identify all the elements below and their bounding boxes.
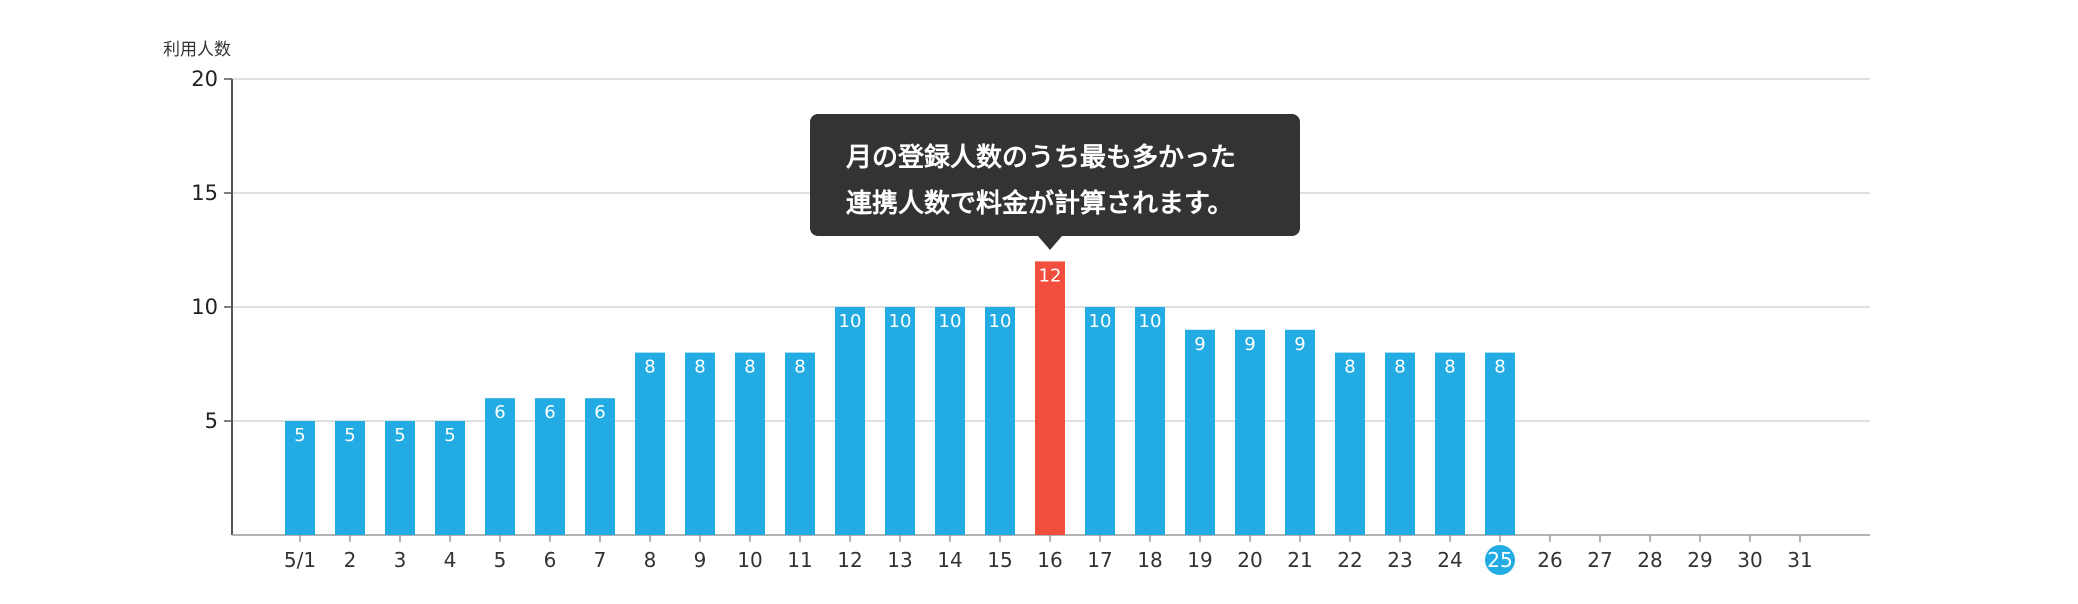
bar: [1385, 352, 1415, 535]
bars-layer: 5 5 5 5 6 6 6 8 8 8 8 10 10 10 10 12 10 10 9 9 9 8 8 8 8: [285, 261, 1515, 535]
x-tick-label: 2: [344, 548, 357, 572]
bar-value-label: 8: [1444, 357, 1455, 378]
bar: [435, 421, 465, 535]
bar-value-label: 10: [989, 311, 1012, 332]
bar: [285, 421, 315, 535]
bar-value-label: 5: [294, 425, 305, 446]
bar-value-label: 10: [1139, 311, 1162, 332]
x-tick-label: 22: [1337, 548, 1362, 572]
bar-value-label: 10: [939, 311, 962, 332]
bar: [785, 352, 815, 535]
x-tick-label: 27: [1587, 548, 1612, 572]
x-tick-label: 16: [1037, 548, 1062, 572]
x-tick-label: 30: [1737, 548, 1762, 572]
bar: [735, 352, 765, 535]
x-tick-label: 18: [1137, 548, 1162, 572]
x-tick-label: 8: [644, 548, 657, 572]
x-tick-label: 11: [787, 548, 812, 572]
bar-value-label: 10: [1089, 311, 1112, 332]
x-tick-label: 19: [1187, 548, 1212, 572]
bar: [1435, 352, 1465, 535]
x-tick-label: 5/1: [284, 548, 316, 572]
x-tick-label: 9: [694, 548, 707, 572]
bar-value-label: 8: [694, 357, 705, 378]
x-tick-label: 14: [937, 548, 962, 572]
bar-value-label: 8: [1494, 357, 1505, 378]
bar: [385, 421, 415, 535]
x-tick-label: 31: [1787, 548, 1812, 572]
bar-value-label: 5: [394, 425, 405, 446]
bar-value-label: 10: [889, 311, 912, 332]
bar: [1335, 352, 1365, 535]
x-tick-label: 23: [1387, 548, 1412, 572]
bar-value-label: 9: [1194, 334, 1205, 355]
bar: [1185, 329, 1215, 535]
bar-value-label: 12: [1039, 265, 1062, 286]
bar: [1285, 329, 1315, 535]
bar: [335, 421, 365, 535]
bar-value-label: 10: [839, 311, 862, 332]
tooltip-text-line: 連携人数で料金が計算されます。: [846, 188, 1233, 219]
x-tick-label: 17: [1087, 548, 1112, 572]
tooltip-box: [810, 114, 1300, 236]
bar: [535, 398, 565, 535]
x-tick-label: 28: [1637, 548, 1662, 572]
x-tick-label-current: 25: [1487, 548, 1512, 572]
x-tick-label: 4: [444, 548, 457, 572]
x-tick-label: 10: [737, 548, 762, 572]
current-day-badge: [1485, 545, 1515, 575]
bar-value-label: 8: [794, 357, 805, 378]
bar-value-label: 8: [744, 357, 755, 378]
x-tick-label: 24: [1437, 548, 1462, 572]
y-tick-label: 20: [191, 67, 218, 91]
bar: [585, 398, 615, 535]
bar: [985, 307, 1015, 535]
bar-value-label: 8: [1344, 357, 1355, 378]
bar: [685, 352, 715, 535]
x-tick-label: 13: [887, 548, 912, 572]
x-tick-label: 29: [1687, 548, 1712, 572]
bar: [1085, 307, 1115, 535]
bar-value-label: 8: [644, 357, 655, 378]
bar-value-label: 8: [1394, 357, 1405, 378]
x-tick-label: 21: [1287, 548, 1312, 572]
bar-value-label: 6: [494, 402, 505, 423]
y-tick-label: 10: [191, 295, 218, 319]
x-tick-label: 12: [837, 548, 862, 572]
bar: [1235, 329, 1265, 535]
y-axis-label: 利用人数: [163, 40, 231, 60]
bar: [635, 352, 665, 535]
bar-highlight: [1035, 261, 1065, 535]
bar-value-label: 5: [344, 425, 355, 446]
y-tick-label: 15: [191, 181, 218, 205]
y-tick-label: 5: [205, 409, 218, 433]
x-tick-label: 20: [1237, 548, 1262, 572]
bar: [1485, 352, 1515, 535]
x-tick-label: 7: [594, 548, 607, 572]
bar-value-label: 9: [1244, 334, 1255, 355]
tooltip-arrow: [1038, 236, 1062, 250]
bar-value-label: 6: [594, 402, 605, 423]
x-tick-label: 26: [1537, 548, 1562, 572]
bar: [935, 307, 965, 535]
tooltip-text-line: 月の登録人数のうち最も多かった: [845, 142, 1236, 173]
bar: [1135, 307, 1165, 535]
bar-value-label: 5: [444, 425, 455, 446]
bar: [485, 398, 515, 535]
bar: [835, 307, 865, 535]
x-tick-label: 5: [494, 548, 507, 572]
bar: [885, 307, 915, 535]
x-tick-label: 6: [544, 548, 557, 572]
x-tick-label: 15: [987, 548, 1012, 572]
x-tick-label: 3: [394, 548, 407, 572]
bar-value-label: 9: [1294, 334, 1305, 355]
x-tick-labels: 5/1 2 3 4 5 6 7 8 9 10 11 12 13 14 15 16 17 18 19 20 21 22 23 2…: [284, 535, 1813, 575]
bar-value-label: 6: [544, 402, 555, 423]
